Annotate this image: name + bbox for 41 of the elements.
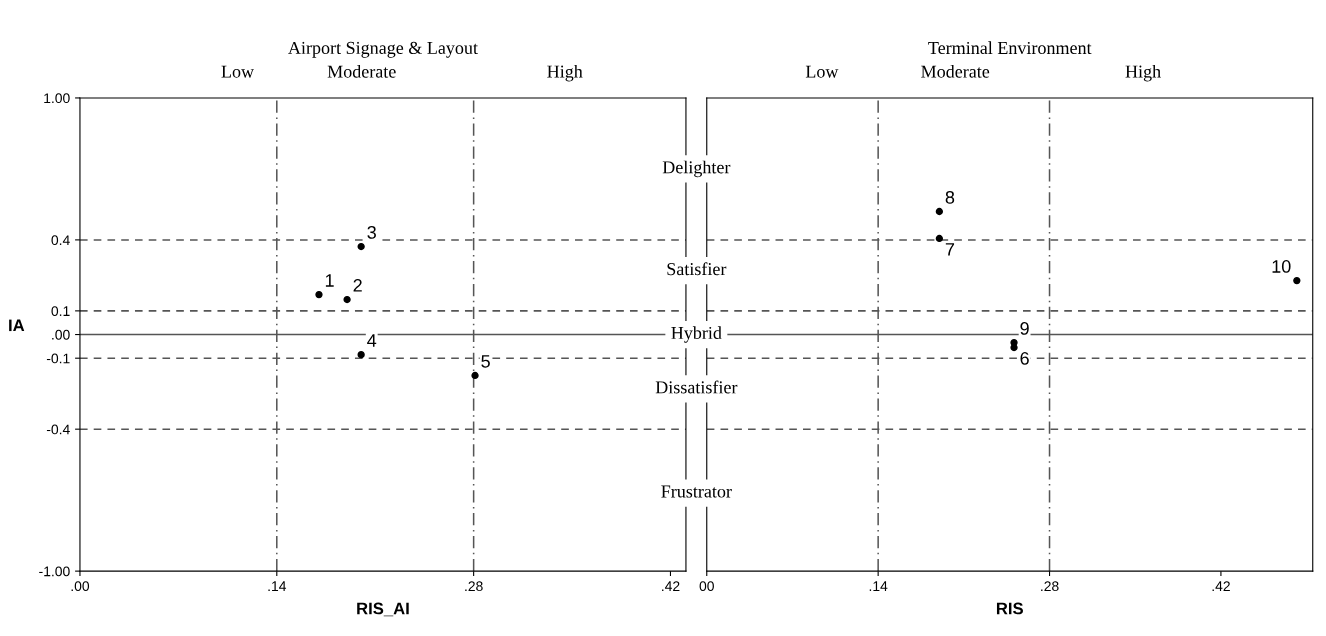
text: Moderate [327, 65, 396, 78]
annotation: 5 [481, 355, 490, 368]
x-axis-title: RIS_AI [357, 602, 409, 617]
x-tick-label: .14 [869, 581, 888, 591]
y-tick-label: -1.00 [39, 566, 70, 577]
y-tick-label: -0.1 [46, 353, 70, 364]
x-tick-label: .42 [662, 581, 680, 591]
chart-title: Terminal Environment [928, 41, 1092, 55]
annotation: Dissatisfier [655, 380, 738, 394]
y-tick-label: -0.4 [46, 424, 70, 435]
chart-title: Airport Signage & Layout [288, 41, 478, 58]
x-tick-label: .42 [1212, 581, 1230, 591]
annotation: 4 [367, 334, 377, 347]
text: High [1125, 64, 1161, 82]
annotation: Hybrid [671, 326, 722, 343]
y-tick-label: .00 [52, 329, 70, 340]
text: High [547, 64, 583, 82]
text: Moderate [921, 65, 990, 78]
annotation: 8 [945, 190, 955, 204]
annotation: Satisfier [667, 262, 727, 276]
y-tick-label: 0.1 [51, 306, 70, 317]
annotation: 2 [353, 279, 362, 292]
y-tick-label: 0.4 [51, 235, 70, 246]
annotation: Delighter [662, 160, 731, 178]
annotation: Frustrator [661, 485, 732, 498]
x-tick-label: 00 [699, 581, 714, 592]
annotation: 10 [1272, 260, 1291, 273]
annotation: 7 [945, 243, 955, 256]
x-tick-label: .28 [465, 581, 483, 592]
annotation: 6 [1020, 352, 1029, 365]
annotation: 3 [367, 226, 376, 239]
y-tick-label: 1.00 [44, 93, 70, 104]
x-tick-label: .14 [268, 581, 287, 591]
text: Low [221, 65, 254, 78]
x-axis-title: RIS [996, 602, 1023, 615]
annotation: 1 [325, 274, 334, 287]
y-axis-title: IA [9, 319, 25, 332]
x-tick-label: .00 [71, 581, 90, 592]
text: Low [805, 65, 839, 78]
x-tick-label: .28 [1041, 581, 1059, 592]
annotation: 9 [1020, 322, 1029, 335]
